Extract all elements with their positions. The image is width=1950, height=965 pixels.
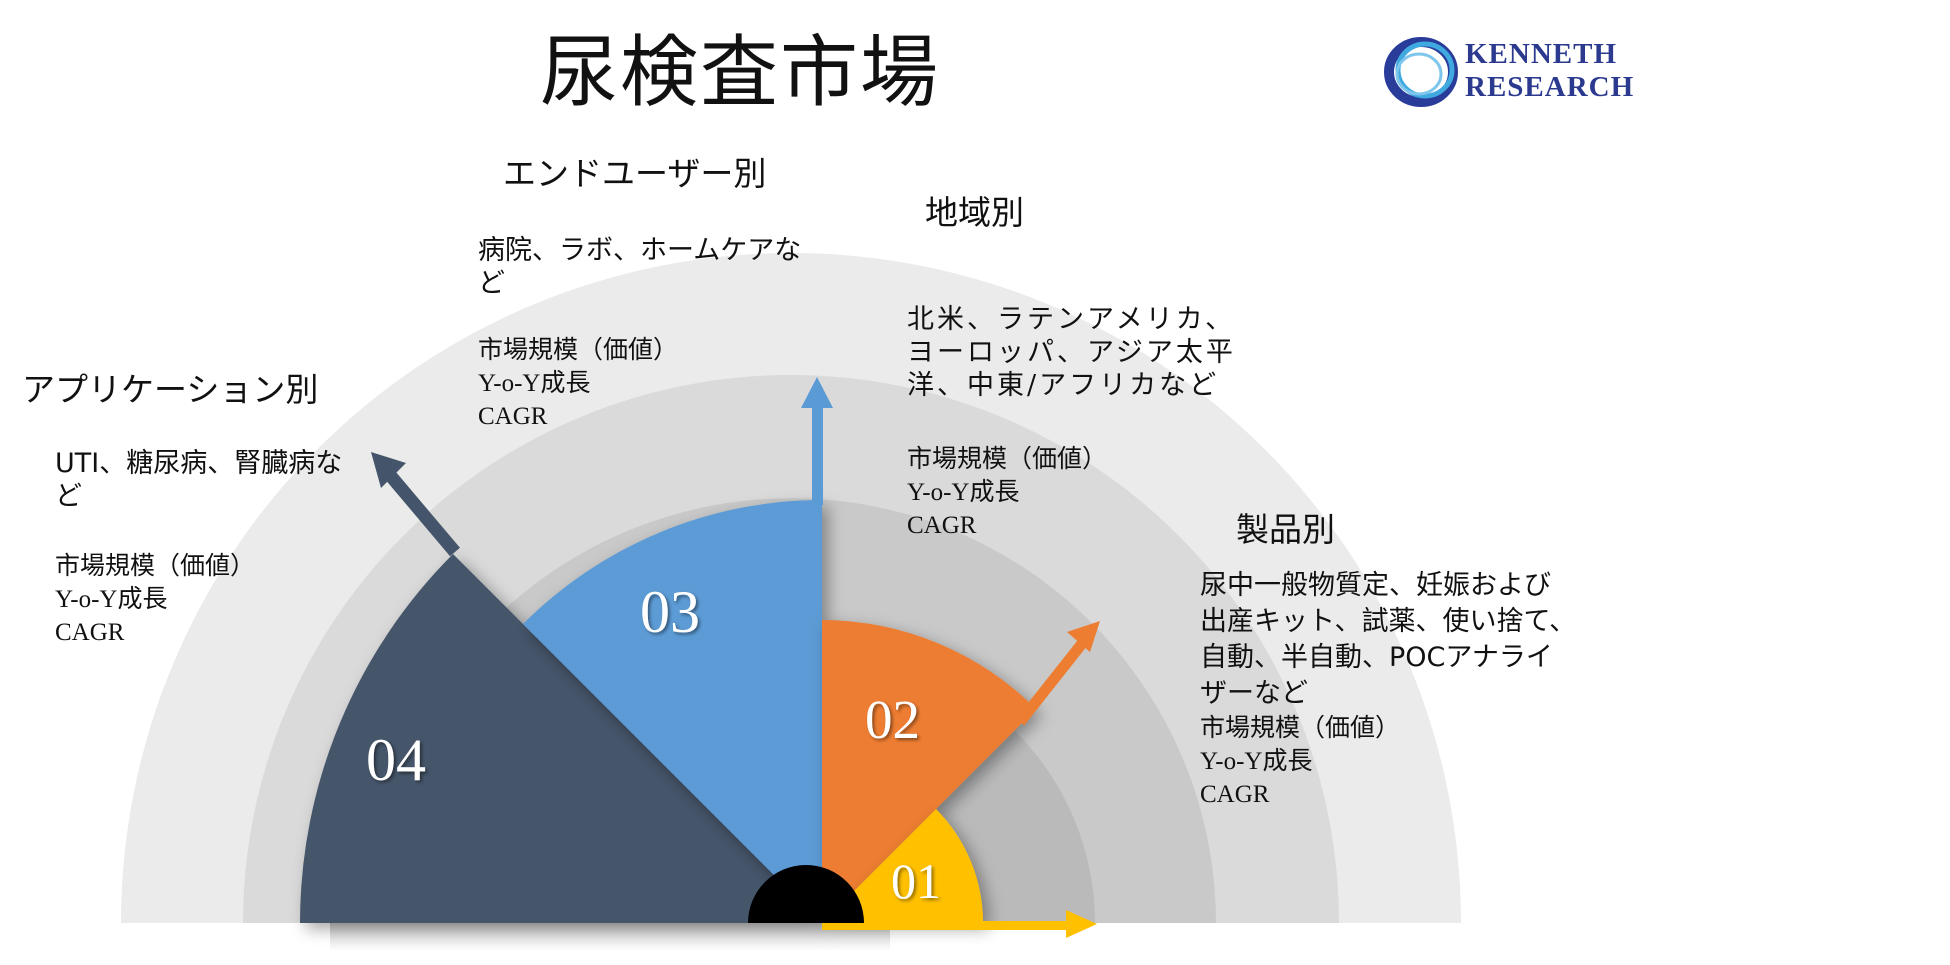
metric-yoy-growth: Y-o-Y成長	[907, 479, 1020, 506]
arrow-01-icon	[1066, 910, 1097, 938]
metric-yoy-growth: Y-o-Y成長	[55, 586, 168, 613]
metric-cagr: CAGR	[1200, 781, 1270, 808]
segment-02-metrics: 市場規模（価値） Y-o-Y成長 CAGR	[907, 443, 1107, 542]
metric-cagr: CAGR	[55, 619, 125, 646]
segment-04-description: UTI、糖尿病、腎臓病な ど	[55, 448, 343, 512]
sector-03	[523, 500, 822, 923]
sector-02	[822, 620, 1036, 923]
segment-03-metrics: 市場規模（価値） Y-o-Y成長 CAGR	[478, 334, 678, 433]
segment-01-metrics: 市場規模（価値） Y-o-Y成長 CAGR	[1200, 712, 1400, 811]
page-title: 尿検査市場	[540, 28, 941, 118]
segment-02-heading: 地域別	[925, 193, 1024, 232]
kenneth-research-logo: KENNETH RESEARCH	[1383, 32, 1663, 112]
arrow-04-icon	[371, 452, 406, 488]
metric-yoy-growth: Y-o-Y成長	[478, 370, 591, 397]
ring-swirl-logo-icon	[1384, 37, 1458, 107]
sector-04-number: 04	[366, 727, 426, 793]
segment-01-heading: 製品別	[1236, 510, 1335, 549]
arrow-03-icon	[801, 377, 833, 408]
logo-line-2: RESEARCH	[1465, 71, 1635, 103]
metric-market-size: 市場規模（価値）	[478, 337, 679, 364]
metric-yoy-growth: Y-o-Y成長	[1200, 748, 1313, 775]
metric-market-size: 市場規模（価値）	[55, 553, 256, 580]
segment-01-description: 尿中一般物質定、妊娠および 出産キット、試薬、使い捨て、 自動、半自動、POCア…	[1200, 570, 1577, 709]
metric-cagr: CAGR	[907, 512, 977, 539]
sector-04	[300, 554, 822, 923]
metric-cagr: CAGR	[478, 403, 548, 430]
metric-market-size: 市場規模（価値）	[1200, 715, 1401, 742]
sector-03-number: 03	[640, 579, 700, 645]
segment-02-description: 北米、ラテンアメリカ、 ヨーロッパ、アジア太平 洋、中東/アフリカなど	[907, 304, 1236, 401]
sector-02-number: 02	[865, 689, 920, 750]
logo-line-1: KENNETH	[1465, 38, 1618, 70]
segment-04-heading: アプリケーション別	[22, 370, 319, 409]
arrow-02-icon	[1067, 621, 1100, 652]
segment-04-metrics: 市場規模（価値） Y-o-Y成長 CAGR	[55, 550, 255, 649]
sector-01-number: 01	[891, 853, 941, 909]
metric-market-size: 市場規模（価値）	[907, 446, 1108, 473]
segment-03-description: 病院、ラボ、ホームケアな ど	[478, 235, 802, 299]
sector-01	[822, 809, 984, 923]
hub-semicircle	[748, 865, 864, 923]
segment-03-heading: エンドユーザー別	[503, 154, 767, 193]
